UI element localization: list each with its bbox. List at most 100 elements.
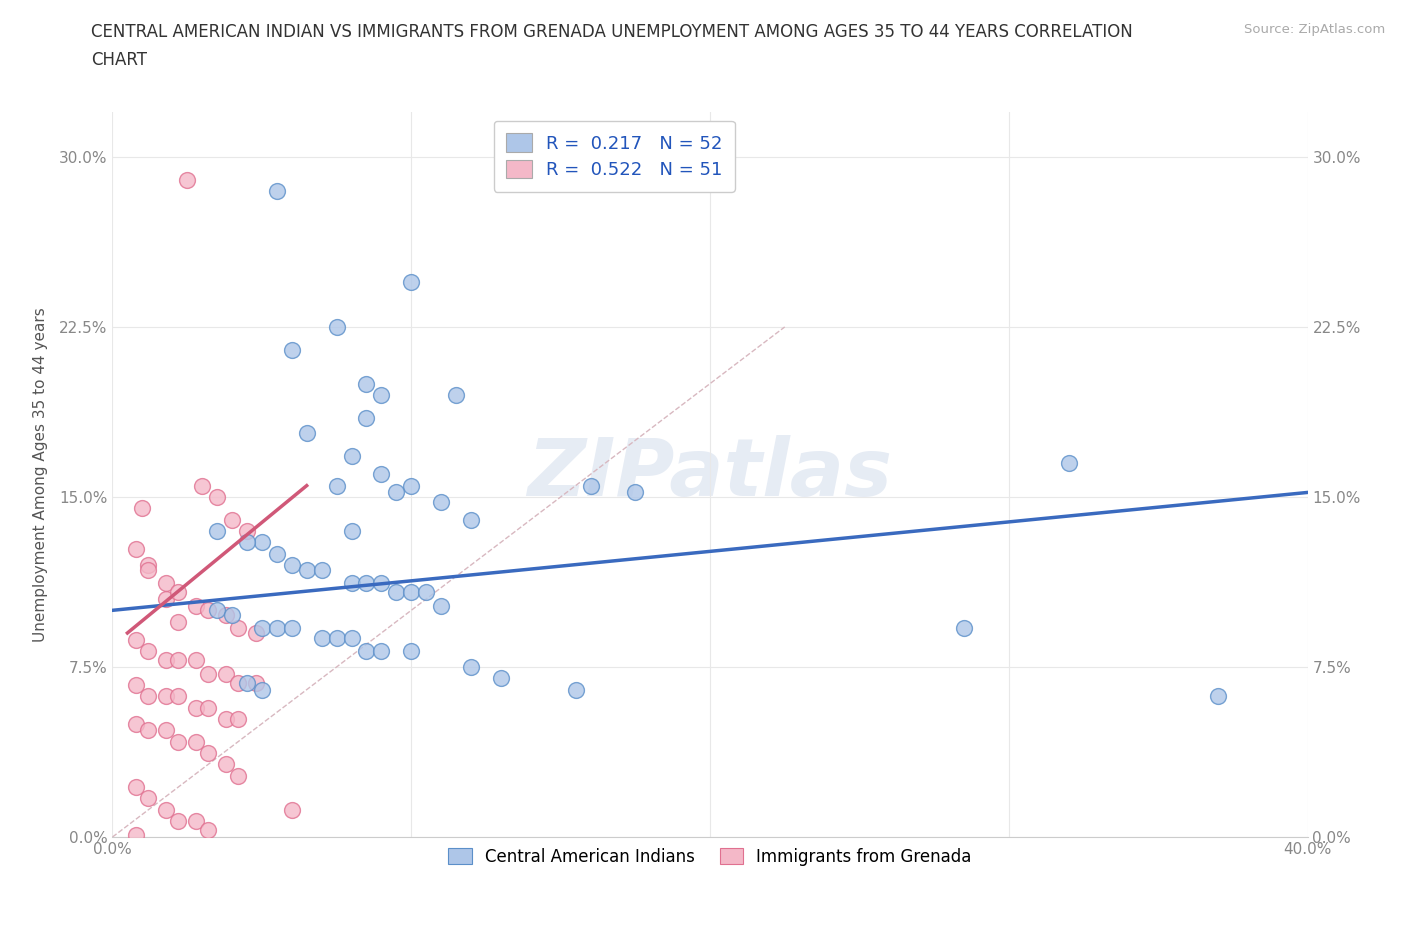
Point — [356, 410, 378, 425]
Point — [215, 666, 238, 681]
Text: CENTRAL AMERICAN INDIAN VS IMMIGRANTS FROM GRENADA UNEMPLOYMENT AMONG AGES 35 TO: CENTRAL AMERICAN INDIAN VS IMMIGRANTS FR… — [91, 23, 1133, 41]
Point — [155, 689, 177, 704]
Point — [401, 585, 423, 600]
Point — [186, 700, 208, 715]
Point — [236, 675, 259, 690]
Point — [311, 562, 333, 577]
Point — [325, 631, 347, 645]
Point — [125, 678, 148, 693]
Point — [311, 631, 333, 645]
Point — [138, 558, 160, 573]
Point — [444, 388, 467, 403]
Point — [167, 614, 190, 629]
Point — [221, 512, 243, 527]
Point — [155, 653, 177, 668]
Point — [138, 644, 160, 658]
Point — [186, 814, 208, 829]
Point — [266, 183, 288, 198]
Legend: Central American Indians, Immigrants from Grenada: Central American Indians, Immigrants fro… — [441, 841, 979, 872]
Point — [356, 376, 378, 391]
Point — [155, 723, 177, 737]
Point — [226, 675, 249, 690]
Point — [125, 779, 148, 794]
Point — [155, 803, 177, 817]
Point — [197, 700, 219, 715]
Point — [205, 524, 228, 538]
Y-axis label: Unemployment Among Ages 35 to 44 years: Unemployment Among Ages 35 to 44 years — [32, 307, 48, 642]
Point — [167, 689, 190, 704]
Point — [131, 501, 153, 516]
Point — [186, 598, 208, 613]
Point — [281, 342, 304, 357]
Point — [125, 541, 148, 556]
Point — [385, 485, 408, 500]
Point — [138, 689, 160, 704]
Point — [281, 621, 304, 636]
Point — [340, 524, 363, 538]
Point — [460, 659, 482, 674]
Point — [186, 653, 208, 668]
Point — [340, 631, 363, 645]
Point — [226, 621, 249, 636]
Point — [340, 576, 363, 591]
Point — [579, 478, 602, 493]
Point — [460, 512, 482, 527]
Point — [125, 632, 148, 647]
Point — [226, 711, 249, 726]
Point — [186, 735, 208, 750]
Point — [167, 735, 190, 750]
Point — [266, 621, 288, 636]
Point — [197, 603, 219, 618]
Point — [221, 607, 243, 622]
Point — [281, 558, 304, 573]
Point — [340, 449, 363, 464]
Point — [250, 683, 273, 698]
Point — [1057, 456, 1080, 471]
Point — [125, 716, 148, 731]
Point — [430, 598, 453, 613]
Point — [197, 746, 219, 761]
Point — [266, 546, 288, 561]
Point — [138, 791, 160, 806]
Point — [191, 478, 214, 493]
Text: Source: ZipAtlas.com: Source: ZipAtlas.com — [1244, 23, 1385, 36]
Point — [370, 388, 392, 403]
Point — [205, 489, 228, 504]
Point — [953, 621, 976, 636]
Point — [370, 467, 392, 482]
Point — [415, 585, 437, 600]
Point — [295, 426, 318, 441]
Point — [250, 535, 273, 550]
Point — [125, 828, 148, 843]
Point — [295, 562, 318, 577]
Point — [155, 591, 177, 606]
Point — [245, 675, 267, 690]
Point — [430, 494, 453, 509]
Point — [138, 562, 160, 577]
Text: CHART: CHART — [91, 51, 148, 69]
Point — [215, 757, 238, 772]
Point — [226, 768, 249, 783]
Point — [401, 274, 423, 289]
Point — [155, 576, 177, 591]
Point — [564, 683, 586, 698]
Point — [167, 653, 190, 668]
Point — [325, 320, 347, 335]
Point — [236, 535, 259, 550]
Point — [250, 621, 273, 636]
Point — [385, 585, 408, 600]
Point — [370, 644, 392, 658]
Point — [370, 576, 392, 591]
Text: ZIPatlas: ZIPatlas — [527, 435, 893, 513]
Point — [176, 172, 198, 187]
Point — [197, 823, 219, 838]
Point — [197, 666, 219, 681]
Point — [236, 524, 259, 538]
Point — [167, 585, 190, 600]
Point — [489, 671, 512, 685]
Point — [205, 603, 228, 618]
Point — [356, 576, 378, 591]
Point — [1206, 689, 1229, 704]
Point — [325, 478, 347, 493]
Point — [215, 711, 238, 726]
